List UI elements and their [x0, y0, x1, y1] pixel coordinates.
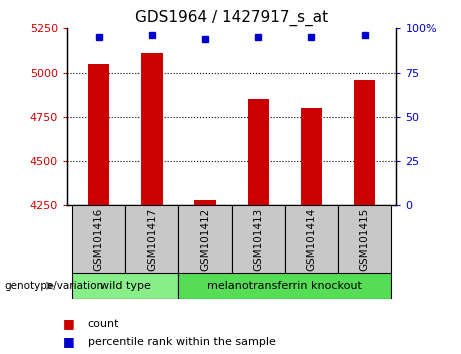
Text: GSM101414: GSM101414: [307, 207, 316, 270]
Title: GDS1964 / 1427917_s_at: GDS1964 / 1427917_s_at: [135, 9, 328, 25]
Bar: [231, 205, 285, 273]
Bar: [141, 53, 163, 205]
Bar: [285, 205, 338, 273]
Bar: [125, 205, 178, 273]
Text: count: count: [88, 319, 119, 329]
Text: GSM101417: GSM101417: [147, 207, 157, 270]
Bar: [301, 108, 322, 205]
Text: ■: ■: [63, 335, 75, 348]
Bar: [178, 205, 231, 273]
Text: percentile rank within the sample: percentile rank within the sample: [88, 337, 276, 347]
Bar: [195, 200, 216, 205]
Text: melanotransferrin knockout: melanotransferrin knockout: [207, 281, 362, 291]
Bar: [178, 273, 391, 299]
Text: GSM101416: GSM101416: [94, 207, 104, 270]
Text: GSM101412: GSM101412: [200, 207, 210, 270]
Bar: [88, 64, 109, 205]
Bar: [72, 205, 125, 273]
Text: wild type: wild type: [100, 281, 151, 291]
Text: GSM101413: GSM101413: [253, 207, 263, 270]
Text: genotype/variation: genotype/variation: [5, 281, 104, 291]
Bar: [72, 273, 178, 299]
Text: GSM101415: GSM101415: [360, 207, 370, 270]
Bar: [248, 99, 269, 205]
Bar: [354, 80, 375, 205]
Text: ■: ■: [63, 318, 75, 330]
Bar: [338, 205, 391, 273]
